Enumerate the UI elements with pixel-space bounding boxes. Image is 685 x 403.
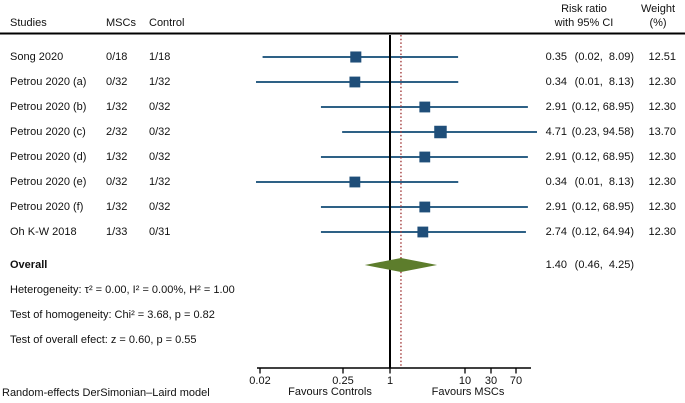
confidence-interval: (0.23, 94.58) (571, 126, 634, 138)
risk-ratio-value: 4.71 (545, 126, 567, 138)
weight-value: 12.30 (648, 101, 676, 113)
column-header-studies: Studies (10, 17, 47, 29)
x-axis-tick-label: 70 (509, 375, 523, 387)
homogeneity-test: Test of homogeneity: Chi² = 3.68, p = 0.… (10, 309, 215, 321)
overall-label: Overall (10, 259, 48, 271)
column-header-risk-ratio-line2: with 95% CI (554, 17, 614, 29)
study-name: Oh K-W 2018 (10, 226, 77, 238)
mscs-count: 1/32 (106, 201, 128, 213)
confidence-interval: (0.12, 68.95) (571, 101, 634, 113)
weight-value: 13.70 (648, 126, 676, 138)
mscs-count: 0/32 (106, 76, 128, 88)
column-header-weight-line2: (%) (649, 17, 667, 29)
risk-ratio-value: 2.74 (545, 226, 567, 238)
mscs-count: 2/32 (106, 126, 128, 138)
favours-controls-label: Favours Controls (288, 386, 372, 398)
x-axis-tick-label: 30 (484, 375, 498, 387)
control-count: 0/32 (149, 126, 171, 138)
mscs-count: 1/32 (106, 101, 128, 113)
risk-ratio-value: 2.91 (545, 201, 567, 213)
x-axis-tick-label: 0.02 (249, 375, 271, 387)
control-count: 1/32 (149, 76, 171, 88)
column-header-control: Control (149, 17, 185, 29)
study-name: Petrou 2020 (d) (10, 151, 87, 163)
overall-ci: (0.46, 4.25) (574, 259, 634, 271)
column-header-risk-ratio-line1: Risk ratio (561, 3, 607, 15)
risk-ratio-value: 0.34 (545, 176, 567, 188)
confidence-interval: (0.01, 8.13) (574, 76, 634, 88)
column-header-mscs: MSCs (106, 17, 136, 29)
study-name: Song 2020 (10, 51, 64, 63)
study-name: Petrou 2020 (e) (10, 176, 87, 188)
confidence-interval: (0.02, 8.09) (574, 51, 634, 63)
control-count: 1/18 (149, 51, 171, 63)
weight-value: 12.30 (648, 76, 676, 88)
study-name: Petrou 2020 (a) (10, 76, 87, 88)
study-name: Petrou 2020 (f) (10, 201, 84, 213)
effect-square (349, 176, 361, 188)
confidence-interval: (0.01, 8.13) (574, 176, 634, 188)
control-count: 0/32 (149, 101, 171, 113)
control-count: 0/31 (149, 226, 171, 238)
effect-square (417, 226, 429, 238)
control-count: 0/32 (149, 201, 171, 213)
mscs-count: 0/18 (106, 51, 128, 63)
weight-value: 12.30 (648, 151, 676, 163)
mscs-count: 0/32 (106, 176, 128, 188)
risk-ratio-value: 0.35 (545, 51, 567, 63)
control-count: 1/32 (149, 176, 171, 188)
risk-ratio-value: 0.34 (545, 76, 567, 88)
heterogeneity-stats: Heterogeneity: τ² = 0.00, I² = 0.00%, H²… (10, 284, 235, 296)
study-name: Petrou 2020 (c) (10, 126, 86, 138)
weight-value: 12.51 (648, 51, 676, 63)
effect-square (419, 101, 431, 113)
effect-square (350, 51, 362, 63)
x-axis-tick-label: 10 (458, 375, 472, 387)
overall-rr-value: 1.40 (545, 259, 567, 271)
mscs-count: 1/33 (106, 226, 128, 238)
weight-value: 12.30 (648, 176, 676, 188)
overall-diamond (364, 258, 438, 272)
effect-square (434, 125, 447, 139)
confidence-interval: (0.12, 64.94) (571, 226, 634, 238)
column-header-weight-line1: Weight (640, 3, 676, 15)
model-footnote: Random-effects DerSimonian–Laird model (2, 387, 210, 399)
control-count: 0/32 (149, 151, 171, 163)
confidence-interval: (0.12, 68.95) (571, 151, 634, 163)
effect-square (349, 76, 361, 88)
weight-value: 12.30 (648, 201, 676, 213)
mscs-count: 1/32 (106, 151, 128, 163)
favours-mscs-label: Favours MSCs (431, 386, 505, 398)
x-axis-tick-label: 0.25 (332, 375, 354, 387)
effect-square (419, 201, 431, 213)
confidence-interval: (0.12, 68.95) (571, 201, 634, 213)
study-name: Petrou 2020 (b) (10, 101, 87, 113)
risk-ratio-value: 2.91 (545, 101, 567, 113)
x-axis-tick-label: 1 (386, 375, 394, 387)
risk-ratio-value: 2.91 (545, 151, 567, 163)
weight-value: 12.30 (648, 226, 676, 238)
overall-effect-test: Test of overall efect: z = 0.60, p = 0.5… (10, 334, 197, 346)
effect-square (419, 151, 431, 163)
